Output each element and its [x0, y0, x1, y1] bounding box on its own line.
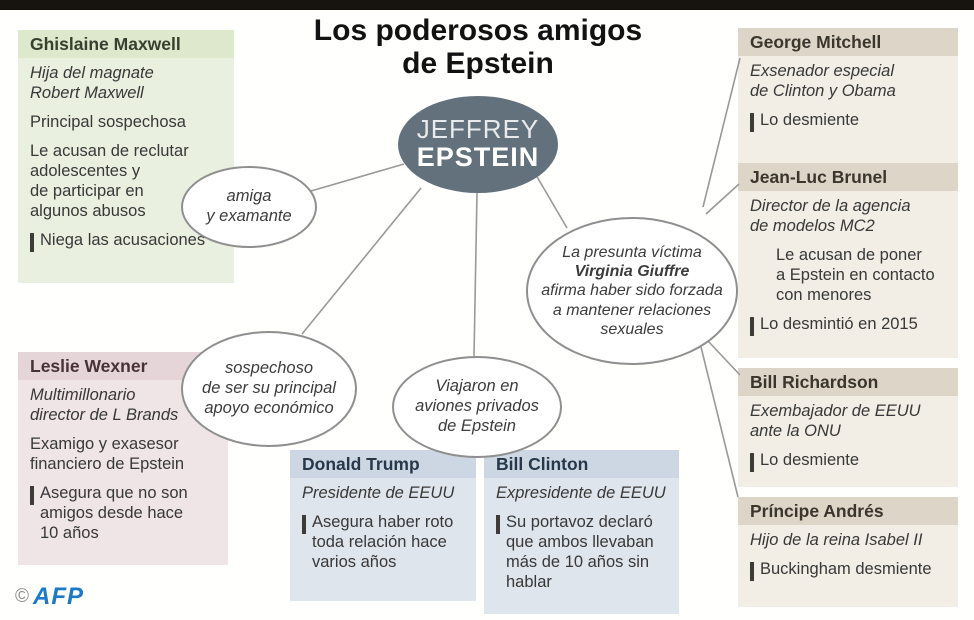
person-note2-maxwell: Le acusan de reclutar adolescentes y de … [30, 141, 189, 220]
bubble-apoyo-economico: sospechoso de ser su principal apoyo eco… [181, 331, 357, 447]
epstein-first-name: JEFFREY [416, 114, 540, 144]
panel-george-mitchell: George Mitchell Exsenador especial de Cl… [738, 28, 958, 163]
line-epstein-giuffre [535, 174, 568, 229]
person-role-trump: Presidente de EEUU [302, 484, 455, 502]
person-name-brunel: Jean-Luc Brunel [738, 163, 958, 191]
person-role-wexner: Multimillonario director de L Brands [30, 386, 179, 424]
person-name-mitchell: George Mitchell [738, 28, 958, 56]
line-epstein-viajaron [473, 192, 478, 358]
infographic-title: Los poderosos amigos de Epstein [313, 14, 643, 80]
line-giuffre-mitchell [702, 57, 741, 208]
epstein-last-name: EPSTEIN [416, 142, 540, 173]
person-role-maxwell: Hija del magnate Robert Maxwell [30, 64, 154, 102]
bubble-aviones-privados: Viajaron en aviones privados de Epstein [392, 356, 562, 458]
giuffre-rest: afirma haber sido forzada a mantener rel… [541, 282, 723, 338]
panel-bill-clinton: Bill Clinton Expresidente de EEUU Su por… [484, 450, 679, 614]
line-epstein-amiga [310, 163, 405, 192]
line-epstein-sospechoso [301, 187, 422, 335]
person-role-brunel: Director de la agencia de modelos MC2 [750, 197, 911, 235]
person-claim-trump: Asegura haber roto toda relación hace va… [302, 513, 466, 573]
giuffre-name: Virginia Giuffre [574, 263, 690, 281]
person-name-richardson: Bill Richardson [738, 368, 958, 396]
bubble-virginia-giuffre: La presunta víctima Virginia Giuffre afi… [526, 217, 738, 365]
line-giuffre-richardson [707, 340, 741, 376]
panel-bill-richardson: Bill Richardson Exembajador de EEUU ante… [738, 368, 958, 487]
line-giuffre-brunel [705, 183, 740, 215]
person-role-richardson: Exembajador de EEUU ante la ONU [750, 402, 921, 440]
node-jeffrey-epstein: JEFFREY EPSTEIN [398, 96, 558, 193]
person-claim-clinton: Su portavoz declaró que ambos llevaban m… [496, 513, 669, 593]
person-note1-wexner: Examigo y exasesor financiero de Epstein [30, 434, 185, 473]
bubble-amiga-examante: amiga y examante [181, 166, 317, 248]
copyright-icon: © [15, 586, 29, 607]
person-claim-mitchell: Lo desmiente [750, 111, 948, 132]
person-note1-brunel: Le acusan de poner a Epstein en contacto… [776, 245, 935, 304]
person-claim-andres: Buckingham desmiente [750, 560, 948, 581]
panel-principe-andres: Príncipe Andrés Hijo de la reina Isabel … [738, 497, 958, 607]
person-role-clinton: Expresidente de EEUU [496, 484, 666, 502]
person-name-andres: Príncipe Andrés [738, 497, 958, 525]
panel-donald-trump: Donald Trump Presidente de EEUU Asegura … [290, 450, 476, 601]
afp-logo: AFP [33, 583, 84, 610]
afp-credit: © AFP [15, 583, 84, 611]
person-claim-wexner: Asegura que no son amigos desde hace 10 … [30, 484, 218, 544]
person-claim-maxwell: Niega las acusaciones [30, 231, 224, 252]
top-border-bar [0, 0, 974, 10]
person-claim-brunel: Lo desmintió en 2015 [750, 315, 948, 336]
panel-ghislaine-maxwell: Ghislaine Maxwell Hija del magnate Rober… [18, 30, 234, 283]
person-role-andres: Hijo de la reina Isabel II [750, 531, 923, 549]
person-name-maxwell: Ghislaine Maxwell [18, 30, 234, 58]
person-name-trump: Donald Trump [290, 450, 476, 478]
person-claim-richardson: Lo desmiente [750, 451, 948, 472]
line-giuffre-andres [700, 346, 739, 498]
person-note1-maxwell: Principal sospechosa [30, 112, 186, 131]
panel-jean-luc-brunel: Jean-Luc Brunel Director de la agencia d… [738, 163, 958, 358]
giuffre-line1: La presunta víctima [562, 244, 702, 262]
person-name-clinton: Bill Clinton [484, 450, 679, 478]
person-role-mitchell: Exsenador especial de Clinton y Obama [750, 62, 896, 100]
